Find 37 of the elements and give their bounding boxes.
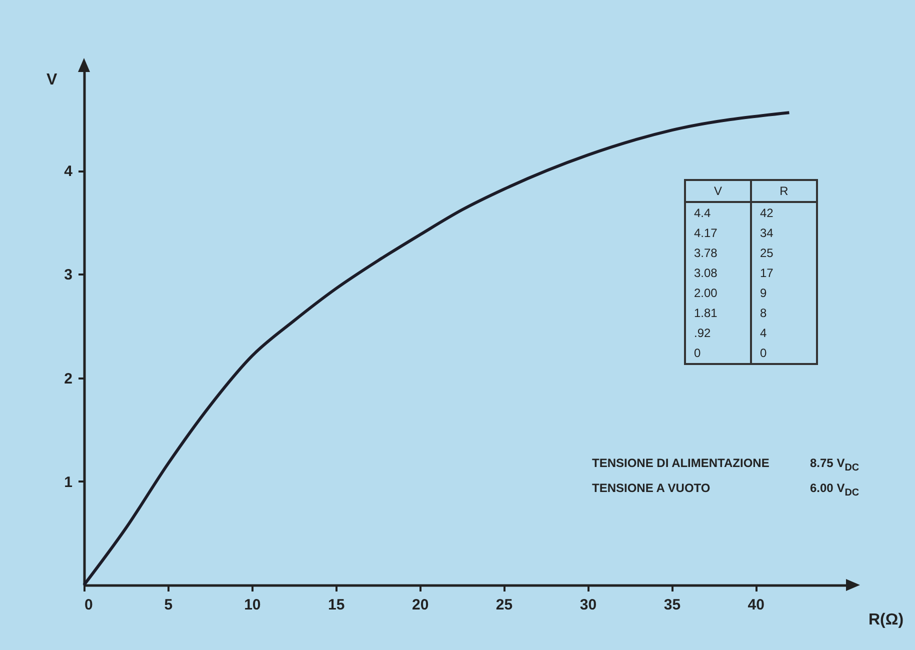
annotation: 17 xyxy=(751,263,817,283)
x-tick-label: 15 xyxy=(328,596,345,614)
y-tick-label: 1 xyxy=(64,474,72,491)
annotation: 34 xyxy=(751,223,817,243)
y-axis-title: V xyxy=(46,72,58,88)
annotation: 4.4 xyxy=(685,202,751,223)
x-tick-label: 35 xyxy=(664,596,681,614)
annotation: 1.81 xyxy=(685,303,751,323)
annotation: 0 xyxy=(751,343,817,364)
x-tick-label: 10 xyxy=(244,596,261,614)
x-tick-label: 40 xyxy=(748,596,764,614)
x-tick-label: 25 xyxy=(496,596,513,614)
annotation: 4.17 xyxy=(685,223,751,243)
annotation: 2.00 xyxy=(685,283,751,303)
x-axis-title: R(Ω) xyxy=(868,612,904,628)
x-tick-label: 30 xyxy=(580,596,597,614)
annotation: .92 xyxy=(685,323,751,343)
annotation: 3.78 xyxy=(685,243,751,263)
annotation: V xyxy=(685,180,751,202)
annotation: 0 xyxy=(685,343,751,364)
annotation: 3.08 xyxy=(685,263,751,283)
annotation: 8.75 V$_{DC}$ xyxy=(810,456,860,474)
annotation: 42 xyxy=(751,202,817,223)
annotation: 8 xyxy=(751,303,817,323)
annotation: TENSIONE DI ALIMENTAZIONE xyxy=(592,456,770,470)
annotation: 9 xyxy=(751,283,817,303)
annotation: 25 xyxy=(751,243,817,263)
x-tick-label: 5 xyxy=(164,596,173,614)
y-tick-label: 2 xyxy=(64,370,72,388)
annotation: 4 xyxy=(751,323,817,343)
y-tick-label: 3 xyxy=(64,266,72,284)
x-tick-label: 20 xyxy=(412,596,429,614)
annotation: 6.00 V$_{DC}$ xyxy=(810,481,860,498)
annotation: R xyxy=(751,180,817,202)
y-tick-label: 4 xyxy=(64,163,74,180)
annotation: TENSIONE A VUOTO xyxy=(592,481,710,495)
x-tick-label: 0 xyxy=(84,596,93,614)
